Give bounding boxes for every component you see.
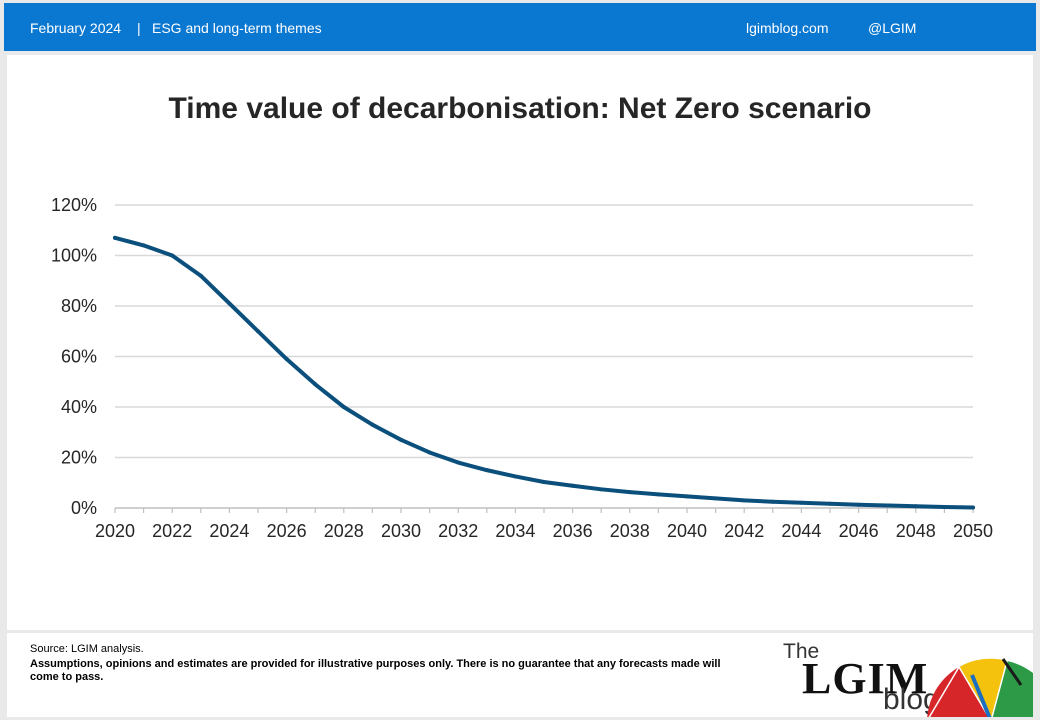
header-site-link[interactable]: lgimblog.com — [746, 20, 829, 36]
x-tick-label: 2026 — [267, 521, 307, 541]
data-point — [656, 492, 661, 497]
data-point — [170, 253, 175, 258]
data-point — [885, 503, 890, 508]
data-point — [513, 474, 518, 479]
data-point — [113, 235, 117, 240]
logo-lgim-text: LGIM — [802, 654, 929, 703]
y-tick-label: 20% — [61, 448, 97, 468]
data-point — [341, 405, 346, 409]
data-point — [627, 490, 632, 495]
data-point — [913, 504, 918, 509]
series-line — [113, 235, 975, 510]
x-tick-label: 2022 — [152, 521, 192, 541]
data-point — [770, 499, 775, 504]
x-tick-label: 2040 — [667, 521, 707, 541]
data-point — [685, 494, 689, 499]
x-tick-label: 2020 — [95, 521, 135, 541]
x-tick-label: 2048 — [896, 521, 936, 541]
header-date: February 2024 — [30, 20, 122, 36]
data-point — [227, 301, 232, 306]
data-point — [799, 500, 804, 505]
x-tick-label: 2038 — [610, 521, 650, 541]
header-handle-link[interactable]: @LGIM — [868, 20, 917, 36]
x-tick-label: 2034 — [495, 521, 535, 541]
chart-panel — [7, 55, 1033, 630]
data-point — [856, 502, 861, 507]
data-point — [742, 498, 747, 503]
data-point — [284, 357, 289, 362]
x-tick-label: 2028 — [324, 521, 364, 541]
data-point — [370, 422, 375, 427]
header-separator: | — [137, 20, 141, 36]
x-tick-label: 2032 — [438, 521, 478, 541]
x-tick-label: 2036 — [553, 521, 593, 541]
x-tick-label: 2046 — [839, 521, 879, 541]
y-tick-label: 60% — [61, 347, 97, 367]
x-tick-label: 2042 — [724, 521, 764, 541]
header-bar: February 2024 | ESG and long-term themes… — [4, 3, 1036, 51]
chart-title: Time value of decarbonisation: Net Zero … — [168, 92, 872, 125]
x-tick-label: 2024 — [209, 521, 249, 541]
data-point — [256, 329, 260, 334]
header-section[interactable]: ESG and long-term themes — [152, 20, 322, 36]
data-point — [198, 273, 203, 278]
data-point — [828, 501, 832, 506]
y-tick-label: 80% — [61, 296, 97, 316]
x-tick-label: 2044 — [781, 521, 821, 541]
line-chart: 0% 20% 40% 60% 80% 100% 120% 2020 2022 2024 2026 2… — [51, 195, 993, 541]
y-tick-label: 100% — [51, 246, 97, 266]
data-point — [313, 382, 318, 387]
data-point — [713, 496, 718, 501]
data-point — [971, 505, 975, 510]
umbrella-logo-icon — [927, 658, 1033, 717]
disclaimer-text: Assumptions, opinions and estimates are … — [30, 658, 721, 683]
data-point — [599, 487, 604, 492]
data-point — [427, 450, 432, 455]
data-point — [570, 483, 575, 488]
data-point — [141, 243, 146, 248]
data-point — [542, 479, 546, 484]
data-point — [484, 468, 489, 473]
y-tick-label: 0% — [71, 498, 97, 518]
x-tick-label: 2030 — [381, 521, 421, 541]
x-tick-label: 2050 — [953, 521, 993, 541]
source-note: Source: LGIM analysis. — [30, 643, 144, 655]
logo-the-text: The — [783, 640, 820, 663]
data-point — [456, 460, 461, 465]
y-tick-label: 40% — [61, 397, 97, 417]
y-tick-label: 120% — [51, 195, 97, 215]
data-point — [942, 504, 947, 509]
data-point — [399, 437, 403, 442]
footer-panel: Source: LGIM analysis. Assumptions, opin… — [7, 633, 1033, 717]
